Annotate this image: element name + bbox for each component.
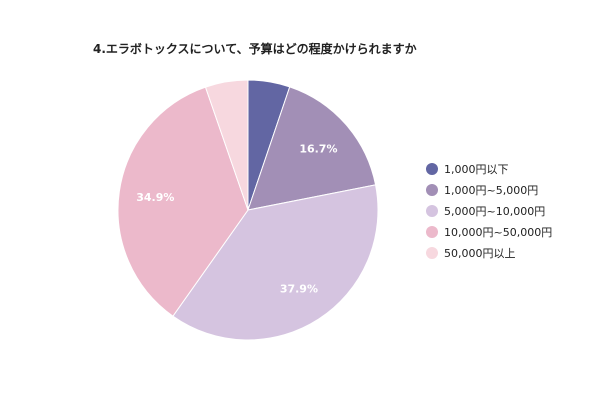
legend-swatch-1 [426, 162, 438, 175]
legend-swatch-5 [426, 246, 438, 259]
legend-item-5[interactable]: 50,000円以上 [426, 242, 552, 263]
legend-item-1[interactable]: 1,000円以下 [426, 158, 552, 179]
legend-swatch-4 [426, 225, 438, 238]
chart-legend: 1,000円以下 1,000円~5,000円 5,000円~10,000円 10… [426, 158, 552, 263]
pie-slice-4[interactable] [117, 86, 249, 317]
legend-label-2: 1,000円~5,000円 [444, 183, 539, 197]
legend-label-3: 5,000円~10,000円 [444, 204, 546, 218]
chart-title: 4.エラボトックスについて、予算はどの程度かけられますか [93, 42, 417, 56]
slice-data-label-2: 16.7% [299, 142, 337, 155]
pie-slice-3[interactable] [172, 184, 379, 341]
legend-label-4: 10,000円~50,000円 [444, 225, 553, 239]
legend-label-1: 1,000円以下 [444, 162, 509, 176]
slice-data-label-3: 37.9% [280, 283, 318, 296]
legend-swatch-3 [426, 204, 438, 217]
pie-slice-5[interactable] [204, 79, 249, 211]
legend-item-4[interactable]: 10,000円~50,000円 [426, 221, 552, 242]
legend-label-5: 50,000円以上 [444, 246, 516, 260]
pie-slice-2[interactable] [247, 86, 377, 211]
legend-item-3[interactable]: 5,000円~10,000円 [426, 200, 552, 221]
legend-item-2[interactable]: 1,000円~5,000円 [426, 179, 552, 200]
slice-data-label-4: 34.9% [136, 191, 174, 204]
legend-swatch-2 [426, 183, 438, 196]
